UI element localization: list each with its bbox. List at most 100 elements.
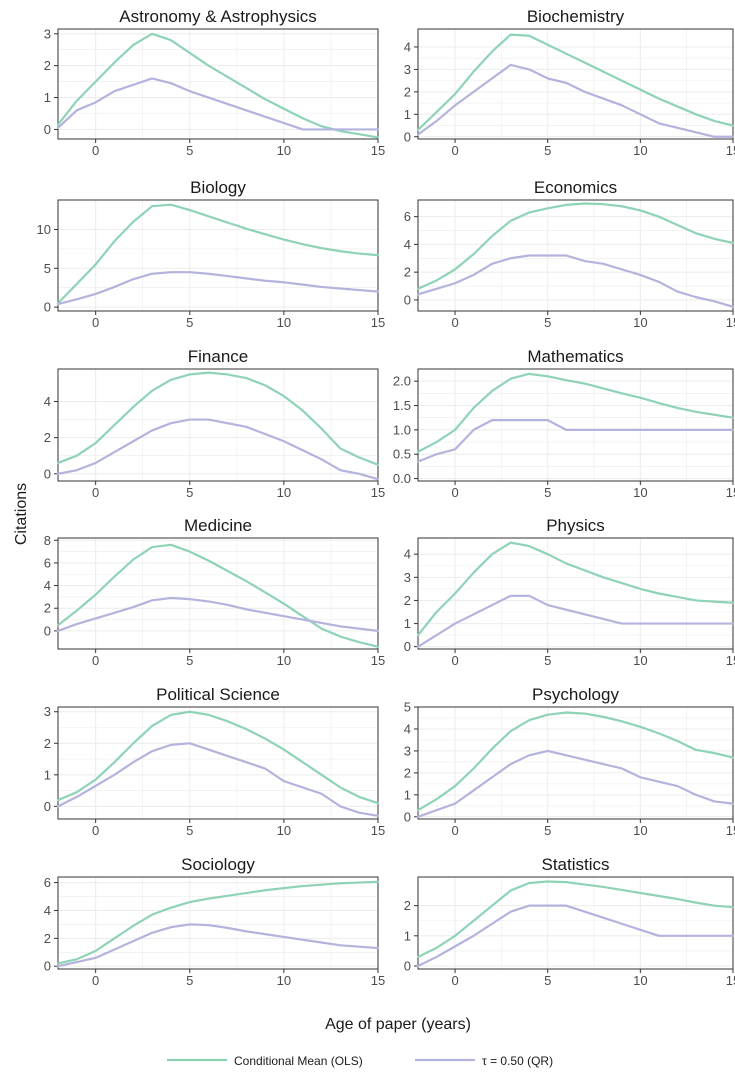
series-line-qr — [56, 77, 380, 131]
x-tick-label: 15 — [726, 485, 735, 500]
panel-border — [417, 537, 734, 650]
x-tick-label: 10 — [633, 315, 647, 330]
x-tick-label: 0 — [451, 143, 458, 158]
panel-border — [57, 876, 379, 970]
x-tick-label: 15 — [371, 485, 385, 500]
y-tick-label: 4 — [404, 721, 411, 736]
panel-title: Mathematics — [527, 347, 623, 366]
x-tick-label: 15 — [371, 315, 385, 330]
y-tick-label: 0 — [404, 129, 411, 144]
x-tick-label: 0 — [451, 973, 458, 988]
y-tick-label: 1 — [404, 107, 411, 122]
y-tick-label: 3 — [404, 62, 411, 77]
legend: Conditional Mean (OLS) τ = 0.50 (QR) — [167, 1054, 553, 1068]
y-tick-label: 1 — [44, 90, 51, 105]
chart-panel: Medicine 0 5 10 15 0 2 4 6 8 — [44, 516, 385, 668]
y-tick-label: 2 — [404, 265, 411, 280]
y-tick-label: 2 — [44, 430, 51, 445]
panel-title: Biology — [190, 178, 246, 197]
y-tick-label: 2 — [404, 593, 411, 608]
x-tick-label: 10 — [277, 315, 291, 330]
y-tick-label: 0 — [404, 292, 411, 307]
legend-label-ols: Conditional Mean (OLS) — [234, 1054, 363, 1068]
series-line-ols — [56, 371, 380, 466]
chart-panel: Economics 0 5 10 15 0 2 4 6 — [404, 178, 735, 330]
y-tick-label: 5 — [404, 700, 411, 715]
y-tick-label: 3 — [44, 26, 51, 41]
series-line-ols — [56, 203, 380, 305]
series-line-ols — [416, 33, 735, 132]
y-axis-title: Citations — [13, 483, 30, 545]
y-tick-label: 2 — [44, 601, 51, 616]
x-tick-label: 5 — [186, 653, 193, 668]
x-tick-label: 5 — [186, 143, 193, 158]
y-tick-label: 6 — [44, 555, 51, 570]
panel-border — [417, 706, 734, 820]
y-tick-label: 6 — [44, 875, 51, 890]
y-tick-label: 1 — [404, 928, 411, 943]
y-tick-label: 4 — [404, 39, 411, 54]
x-tick-label: 5 — [544, 143, 551, 158]
x-tick-label: 5 — [186, 315, 193, 330]
y-tick-label: 0.0 — [393, 471, 411, 486]
y-tick-label: 0 — [44, 300, 51, 315]
panel-title: Astronomy & Astrophysics — [119, 7, 316, 26]
x-tick-label: 15 — [726, 973, 735, 988]
series-line-qr — [56, 271, 380, 306]
y-tick-label: 5 — [44, 261, 51, 276]
panel-title: Medicine — [184, 516, 252, 535]
x-tick-label: 0 — [451, 823, 458, 838]
x-tick-label: 15 — [726, 823, 735, 838]
panel-border — [417, 199, 734, 312]
panel-title: Finance — [188, 347, 248, 366]
x-tick-label: 10 — [277, 143, 291, 158]
chart-panel: Political Science 0 5 10 15 0 1 2 3 — [44, 685, 385, 838]
x-tick-label: 15 — [371, 653, 385, 668]
panel-title: Statistics — [541, 855, 609, 874]
x-tick-label: 10 — [277, 485, 291, 500]
panel-border — [417, 876, 734, 970]
y-tick-label: 4 — [404, 237, 411, 252]
series-line-qr — [56, 596, 380, 632]
x-tick-label: 15 — [371, 143, 385, 158]
x-tick-label: 10 — [277, 973, 291, 988]
series-line-ols — [56, 32, 380, 139]
series-line-ols — [56, 880, 380, 965]
y-tick-label: 2 — [404, 898, 411, 913]
y-tick-label: 1.5 — [393, 398, 411, 413]
y-tick-label: 3 — [44, 704, 51, 719]
legend-label-qr: τ = 0.50 (QR) — [482, 1054, 553, 1068]
panel-title: Economics — [534, 178, 617, 197]
y-tick-label: 10 — [37, 222, 51, 237]
series-line-qr — [416, 904, 735, 968]
y-tick-label: 0 — [44, 122, 51, 137]
x-tick-label: 0 — [92, 485, 99, 500]
series-line-qr — [416, 254, 735, 308]
panel-border — [417, 28, 734, 140]
x-tick-label: 10 — [633, 973, 647, 988]
series-line-ols — [56, 710, 380, 805]
panel-border — [57, 537, 379, 650]
series-line-ols — [416, 202, 735, 290]
y-tick-label: 4 — [44, 903, 51, 918]
x-tick-label: 15 — [726, 315, 735, 330]
panel-title: Psychology — [532, 685, 619, 704]
y-tick-label: 1.0 — [393, 422, 411, 437]
y-tick-label: 2 — [44, 58, 51, 73]
x-axis-title: Age of paper (years) — [325, 1016, 471, 1033]
x-tick-label: 0 — [92, 973, 99, 988]
y-tick-label: 2.0 — [393, 374, 411, 389]
y-tick-label: 0 — [404, 958, 411, 973]
panel-title: Biochemistry — [527, 7, 625, 26]
y-tick-label: 2 — [404, 84, 411, 99]
x-tick-label: 0 — [92, 315, 99, 330]
y-tick-label: 8 — [44, 533, 51, 548]
panel-border — [57, 28, 379, 140]
x-tick-label: 10 — [277, 823, 291, 838]
x-tick-label: 15 — [371, 823, 385, 838]
series-line-qr — [56, 418, 380, 481]
panel-border — [57, 706, 379, 820]
x-tick-label: 5 — [544, 653, 551, 668]
x-tick-label: 5 — [186, 485, 193, 500]
y-tick-label: 0 — [44, 466, 51, 481]
